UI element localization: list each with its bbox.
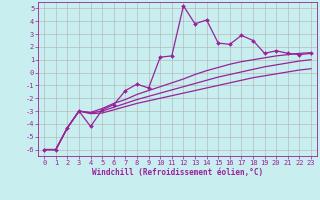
X-axis label: Windchill (Refroidissement éolien,°C): Windchill (Refroidissement éolien,°C): [92, 168, 263, 177]
